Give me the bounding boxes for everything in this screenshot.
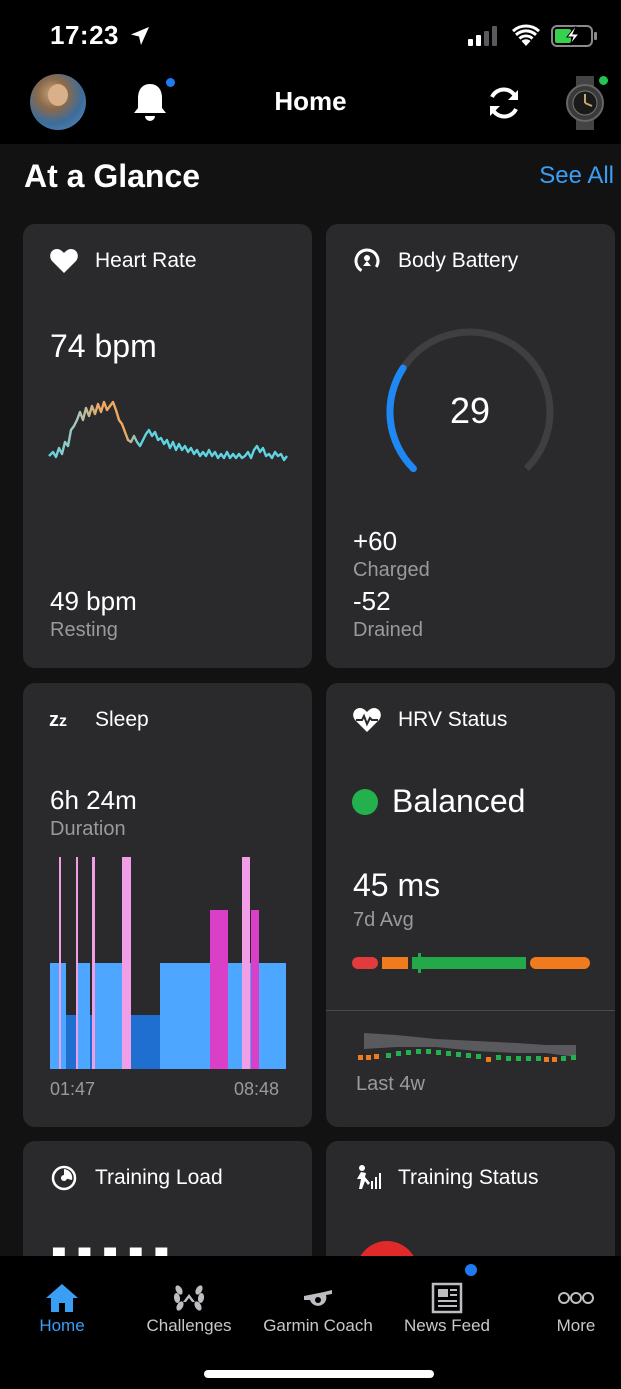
sleep-stage-awake xyxy=(59,857,61,1069)
hrv-average-label: 7d Avg xyxy=(353,909,414,931)
card-title: Sleep xyxy=(95,708,149,731)
resting-heart-rate: 49 bpm xyxy=(50,586,137,616)
avatar[interactable] xyxy=(30,74,86,130)
heart-rate-card[interactable]: Heart Rate 74 bpm 49 bpm Resting xyxy=(23,224,312,668)
more-dots-icon xyxy=(558,1292,594,1304)
hrv-trend-chart xyxy=(358,1033,576,1062)
duration-label: Duration xyxy=(50,818,126,840)
device-connected-badge xyxy=(597,74,610,87)
heart-icon xyxy=(50,249,78,273)
sleep-stage-awake xyxy=(122,857,131,1069)
battery-charging-icon xyxy=(551,25,597,47)
charged-label: Charged xyxy=(353,559,430,581)
body-battery-card[interactable]: Body Battery 29 +60 Charged -52 Drained xyxy=(326,224,615,668)
cellular-signal-icon xyxy=(468,26,497,46)
bottom-tab-bar: Home Challenges Garmin Coach xyxy=(0,1256,621,1389)
tab-news-feed[interactable]: News Feed xyxy=(385,1256,509,1346)
sleep-zz-icon: zz xyxy=(49,709,67,731)
sleep-card[interactable]: zz Sleep 6h 24m Duration 01 xyxy=(23,683,312,1127)
body-battery-value: 29 xyxy=(449,390,491,431)
hrv-range-bar xyxy=(352,953,590,973)
status-time: 17:23 xyxy=(50,20,119,50)
sleep-stage-light xyxy=(50,963,66,1069)
sleep-stage-deep xyxy=(66,1015,76,1069)
sleep-end-time: 08:48 xyxy=(234,1079,280,1099)
card-title: Body Battery xyxy=(398,249,519,272)
location-arrow-icon xyxy=(131,27,149,45)
body-battery-gauge xyxy=(386,328,554,496)
whistle-icon xyxy=(304,1290,332,1306)
main-content: At a Glance See All Heart Rate 74 bpm xyxy=(0,144,621,1256)
current-heart-rate: 74 bpm xyxy=(50,328,157,364)
tab-label: Home xyxy=(39,1316,85,1335)
wifi-icon xyxy=(512,24,540,46)
sleep-stage-rem xyxy=(210,910,228,1069)
sleep-duration: 6h 24m xyxy=(50,785,137,815)
hrv-average: 45 ms xyxy=(353,867,441,903)
card-title: HRV Status xyxy=(398,708,508,731)
training-status-card[interactable]: Training Status xyxy=(326,1141,615,1256)
charged-value: +60 xyxy=(353,526,398,556)
tab-more[interactable]: More xyxy=(514,1256,621,1346)
laurel-icon xyxy=(173,1285,205,1311)
card-title: Heart Rate xyxy=(95,249,197,272)
tab-label: More xyxy=(556,1316,596,1335)
heart-rate-sparkline xyxy=(48,400,288,462)
app-header: Home xyxy=(0,70,621,144)
home-icon xyxy=(46,1284,78,1312)
body-battery-icon xyxy=(354,248,380,274)
news-feed-badge xyxy=(463,1262,479,1278)
training-load-card[interactable]: Training Load ▮▮▮▮▮ xyxy=(23,1141,312,1256)
sleep-stage-rem xyxy=(251,910,259,1069)
notification-badge xyxy=(164,76,177,89)
sleep-stage-light xyxy=(76,963,90,1069)
status-bar: 17:23 xyxy=(0,0,621,70)
section-title: At a Glance xyxy=(24,158,201,194)
sleep-stage-light xyxy=(160,963,210,1069)
sync-icon[interactable] xyxy=(482,81,526,125)
sleep-stage-awake xyxy=(242,857,250,1069)
see-all-link[interactable]: See All xyxy=(539,162,614,189)
notifications-bell-icon[interactable] xyxy=(130,80,170,124)
hrv-trend-label: Last 4w xyxy=(356,1073,425,1095)
sleep-stage-light xyxy=(94,963,122,1069)
drained-value: -52 xyxy=(353,586,391,616)
tab-label: News Feed xyxy=(404,1316,490,1335)
tab-challenges[interactable]: Challenges xyxy=(127,1256,251,1346)
hrv-status-card[interactable]: HRV Status Balanced 45 ms 7d Avg xyxy=(326,683,615,1127)
training-status-runner-icon xyxy=(357,1165,381,1189)
tab-garmin-coach[interactable]: Garmin Coach xyxy=(256,1256,380,1346)
sleep-stage-awake xyxy=(92,857,95,1069)
resting-label: Resting xyxy=(50,619,118,641)
tab-label: Garmin Coach xyxy=(263,1316,373,1335)
hrv-status-text: Balanced xyxy=(392,783,526,819)
newspaper-icon xyxy=(431,1282,463,1314)
training-load-value-clipped: ▮▮▮▮▮ xyxy=(50,1241,190,1256)
card-title: Training Load xyxy=(95,1166,223,1189)
home-indicator xyxy=(204,1370,434,1378)
tab-home[interactable]: Home xyxy=(0,1256,124,1346)
drained-label: Drained xyxy=(353,619,424,641)
watch-device-icon[interactable] xyxy=(563,76,607,130)
page-title: Home xyxy=(274,86,347,116)
tab-label: Challenges xyxy=(146,1316,232,1335)
hrv-heart-pulse-icon xyxy=(353,708,381,732)
hrv-divider xyxy=(326,1010,615,1011)
sleep-start-time: 01:47 xyxy=(50,1079,96,1099)
training-status-indicator xyxy=(356,1241,418,1256)
card-title: Training Status xyxy=(398,1166,539,1189)
hrv-status-dot xyxy=(352,789,378,815)
sleep-stages-chart xyxy=(50,857,286,1069)
training-load-icon xyxy=(51,1165,77,1191)
sleep-stage-awake xyxy=(76,857,78,1069)
